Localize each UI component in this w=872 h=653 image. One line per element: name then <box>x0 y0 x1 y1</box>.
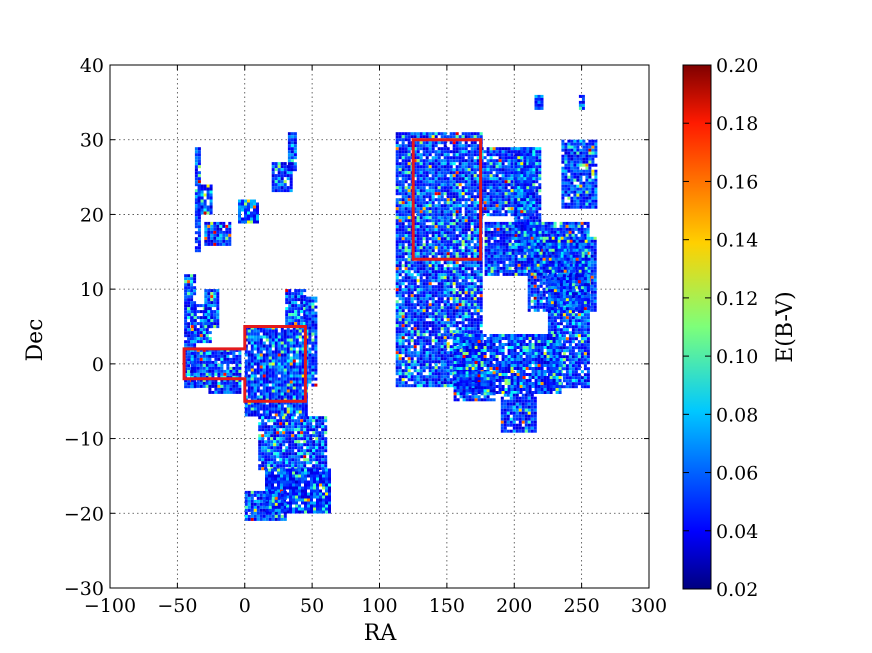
colorbar-ticks: 0.02 0.04 0.06 0.08 0.10 0.12 0.14 0.16 0.18 0.20 <box>683 55 758 601</box>
colorbar-tick-label: 0.18 <box>716 113 758 135</box>
y-tick-label: 20 <box>80 204 104 226</box>
colorbar-tick-label: 0.10 <box>716 346 758 368</box>
colorbar-label: E(B-V) <box>773 291 798 363</box>
colorbar-tick-label: 0.20 <box>716 55 758 77</box>
x-tick-label: 150 <box>429 595 465 617</box>
coverage-patch <box>204 289 220 329</box>
coverage-patch <box>204 221 232 246</box>
coverage-patch <box>190 348 209 388</box>
colorbar-tick-label: 0.04 <box>716 521 758 543</box>
left-region-outline <box>182 325 307 403</box>
y-tick-label: 10 <box>80 279 104 301</box>
colorbar-gradient <box>682 64 712 590</box>
colorbar: 0.02 0.04 0.06 0.08 0.10 0.12 0.14 0.16 0.18 0.20… <box>682 55 798 601</box>
y-tick-label: −10 <box>64 429 104 451</box>
coverage-patch <box>287 132 297 172</box>
x-tick-label: 200 <box>496 595 532 617</box>
coverage-patch <box>271 162 293 193</box>
x-tick-label: −50 <box>157 595 197 617</box>
coverage-patch <box>197 184 213 215</box>
right-region-outline <box>411 138 483 261</box>
colorbar-tick-label: 0.02 <box>716 579 758 601</box>
y-tick-label: −20 <box>64 503 104 525</box>
x-tick-label: 300 <box>631 595 667 617</box>
plot-area: −100 −50 0 50 100 150 200 250 300 −30−20−1001020… <box>64 55 667 617</box>
coverage-patch <box>208 348 242 394</box>
coverage-patch <box>453 371 496 402</box>
colorbar-tick-label: 0.14 <box>716 230 758 252</box>
coverage-patch <box>238 199 259 224</box>
colorbar-tick-label: 0.08 <box>716 404 758 426</box>
x-tick-label: 100 <box>361 595 397 617</box>
x-tick-label: 0 <box>239 595 251 617</box>
colorbar-tick-label: 0.16 <box>716 171 758 193</box>
colorbar-tick-label: 0.12 <box>716 288 758 310</box>
y-axis-ticks: −30 −20 −10 0 10 20 30 40 <box>64 55 649 600</box>
coverage-patch <box>534 94 544 110</box>
colorbar-tick-label: 0.06 <box>716 463 758 485</box>
coverage-patch <box>244 490 287 521</box>
x-axis-ticks: −100 −50 0 50 100 150 200 250 300 <box>84 65 667 617</box>
y-tick-label: −30 <box>64 578 104 600</box>
region-outlines <box>182 138 483 403</box>
y-tick-label: 30 <box>80 130 104 152</box>
x-tick-label: −100 <box>84 595 136 617</box>
x-tick-label: 250 <box>563 595 599 617</box>
y-axis-label: Dec <box>23 319 48 362</box>
x-tick-label: 50 <box>300 595 324 617</box>
coverage-patch <box>258 416 328 471</box>
x-axis-label: RA <box>364 621 398 646</box>
y-tick-label: 40 <box>80 55 104 77</box>
coverage-patch <box>453 334 562 394</box>
y-tick-label: 0 <box>92 354 104 376</box>
coverage-patch <box>561 139 598 209</box>
coverage-patch <box>244 326 308 417</box>
coverage-patch <box>500 393 537 433</box>
coverage-patch <box>578 94 585 110</box>
coverage-patch <box>285 289 307 329</box>
